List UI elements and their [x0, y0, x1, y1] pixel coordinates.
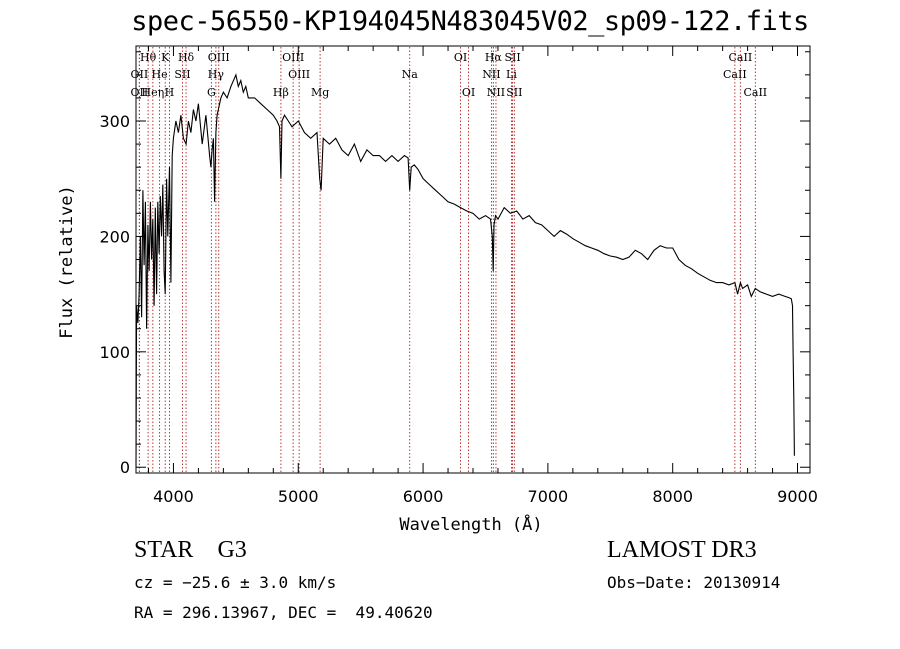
y-tick-label-2: 200	[99, 227, 130, 246]
line-label-26: CaII	[723, 68, 747, 81]
line-label-9: OIII	[208, 51, 230, 64]
axis-ticks	[136, 46, 810, 473]
line-label-19: Hα	[485, 51, 503, 64]
object-classification: STAR G3	[134, 537, 247, 564]
line-label-4: K	[161, 51, 170, 64]
line-label-24: SII	[506, 86, 522, 99]
x-tick-label-5: 9000	[777, 487, 818, 506]
line-label-23: Li	[506, 68, 517, 81]
line-label-21: NII	[487, 86, 505, 99]
line-label-5: He	[152, 68, 168, 81]
line-label-2: OII	[131, 86, 149, 99]
redshift-velocity: cz = −25.6 ± 3.0 km/s	[134, 573, 337, 592]
line-label-17: OI	[454, 51, 467, 64]
line-label-14: OIII	[288, 68, 310, 81]
axis-tick-labels: 4000 5000 6000 7000 8000 9000 0 100 200 300	[99, 112, 817, 506]
x-tick-label-2: 6000	[403, 487, 444, 506]
line-label-0: Hθ	[140, 51, 157, 64]
emission-line-markers	[138, 47, 756, 472]
y-tick-label-3: 300	[99, 112, 130, 131]
line-label-27: CaII	[743, 86, 767, 99]
line-label-12: Hβ	[273, 86, 289, 99]
line-label-25: CaII	[729, 51, 753, 64]
line-label-18: OI	[462, 86, 475, 99]
line-label-13: OIII	[282, 51, 304, 64]
survey-name: LAMOST DR3	[607, 537, 757, 563]
y-tick-label-1: 100	[99, 343, 130, 362]
line-label-16: Na	[402, 68, 419, 81]
line-label-7: Hδ	[178, 51, 195, 64]
object-type: STAR	[134, 537, 194, 563]
line-label-10: Hγ	[208, 68, 225, 81]
y-axis-label: Flux (relative)	[57, 185, 77, 339]
line-label-6: H	[165, 86, 175, 99]
plot-frame	[135, 45, 811, 474]
coordinates: RA = 296.13967, DEC = 49.40620	[134, 603, 433, 622]
observation-date: Obs−Date: 20130914	[607, 573, 781, 592]
line-label-3: Heη	[141, 86, 164, 99]
spectral-subclass: G3	[217, 537, 247, 563]
y-tick-label-0: 0	[120, 458, 130, 477]
x-tick-label-4: 8000	[652, 487, 693, 506]
line-label-8: SII	[174, 68, 190, 81]
x-tick-label-3: 7000	[528, 487, 569, 506]
line-label-22: SII	[504, 51, 520, 64]
line-label-20: NII	[482, 68, 500, 81]
line-label-15: Mg	[311, 86, 329, 99]
chart-title: spec-56550-KP194045N483045V02_sp09-122.f…	[131, 6, 809, 37]
x-axis-label: Wavelength (Å)	[399, 513, 542, 535]
line-label-11: G	[207, 86, 216, 99]
x-tick-label-0: 4000	[153, 487, 194, 506]
x-tick-label-1: 5000	[278, 487, 319, 506]
spectrum-line	[135, 73, 795, 468]
